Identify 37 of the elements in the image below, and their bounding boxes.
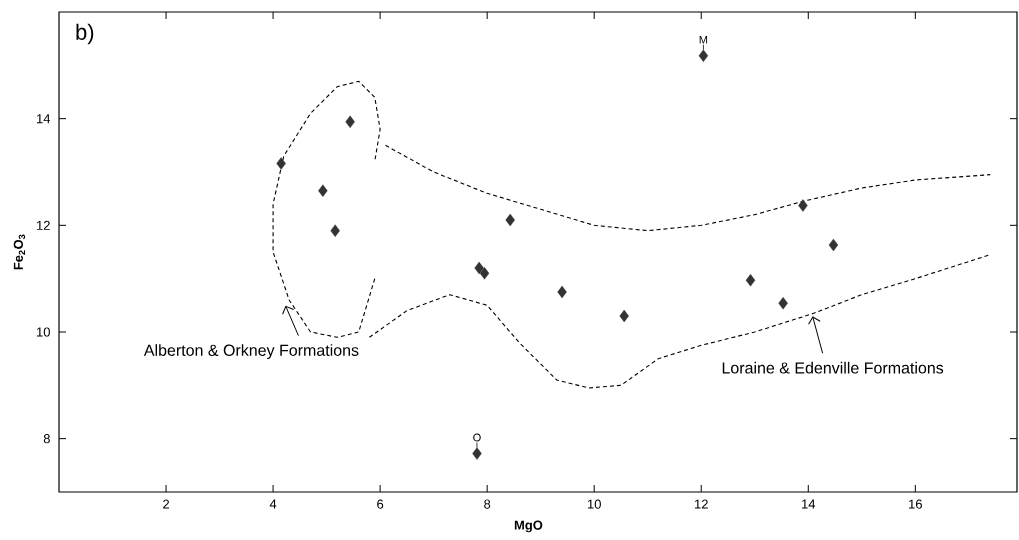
point [472,447,482,460]
y-tick-label: 10 [37,327,50,337]
point [345,115,355,129]
x-tick-label: 6 [377,499,384,509]
y-tick-label: 8 [43,434,50,444]
x-axis-title: MgO [514,520,543,533]
y-tick-label: 12 [37,220,50,230]
line-series [384,144,991,232]
x-tick-label: 4 [269,499,277,509]
point [828,238,839,252]
annotation: M [699,35,708,44]
y-tick-label: 14 [37,114,51,124]
point [698,49,709,62]
x-tick-label: 16 [909,499,922,509]
x-tick-label: 10 [587,499,601,509]
point [474,261,484,275]
point [276,157,286,170]
annotation: Loraine & Edenville Formations [722,361,944,374]
point [318,184,328,197]
point [505,213,515,227]
point [745,274,756,287]
line-series [368,254,991,389]
annotation: O [473,433,481,442]
point [619,309,629,323]
x-tick-label: 12 [695,499,708,509]
point [330,224,340,237]
x-tick-label: 14 [802,499,816,509]
x-tick-label: 8 [484,499,491,509]
y-axis-title: Fe$_{2}$O$_{3}$ [13,234,26,270]
point [557,285,567,299]
x-tick-label: 2 [163,499,170,509]
point [479,267,490,280]
annotation: Alberton & Orkney Formations [143,344,359,360]
annotation: b) [76,23,94,45]
point [778,296,788,310]
point [798,199,808,212]
line-series [272,80,381,338]
